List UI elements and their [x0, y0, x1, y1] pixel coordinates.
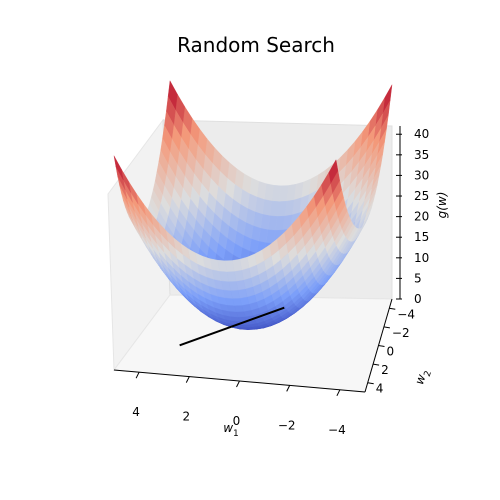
y-axis-label-sub: 2	[423, 370, 434, 379]
z-axis-label: g(w)	[435, 192, 449, 219]
z-tick-label: 15	[414, 230, 429, 244]
x-tick-label: 0	[233, 414, 241, 428]
y-tick-mark	[378, 345, 385, 347]
x-tick-label: 4	[132, 405, 140, 419]
y-tick-label: 0	[387, 345, 395, 359]
y-tick-mark	[383, 326, 390, 329]
search-path-line	[179, 306, 285, 347]
y-tick-label: 4	[376, 382, 384, 396]
x-axis-label: w1	[223, 421, 239, 439]
x-tick-label: −4	[328, 423, 346, 437]
y-tick-mark	[367, 382, 374, 385]
y-tick-label: −4	[397, 307, 415, 321]
z-tick-label: 10	[414, 251, 429, 265]
z-tick-label: 5	[414, 271, 422, 285]
x-tick-label: 2	[182, 410, 190, 424]
x-tick-mark	[236, 380, 240, 388]
chart-title: Random Search	[177, 33, 335, 57]
z-tick-label: 40	[414, 127, 429, 141]
x-tick-mark	[286, 385, 291, 392]
y-tick-mark	[389, 307, 396, 310]
y-tick-group: −4 −2 0 2 4	[367, 307, 415, 396]
surface-plot	[113, 80, 393, 330]
y-tick-mark	[373, 363, 380, 366]
y-axis-label: w2	[412, 367, 434, 387]
z-tick-label: 25	[414, 189, 429, 203]
surface-patch	[113, 155, 124, 181]
y-tick-label: −2	[392, 326, 410, 340]
x-tick-mark	[185, 376, 190, 383]
x-axis-label-sub: 1	[233, 429, 239, 439]
x-tick-group: 4 2 0 −2 −4	[132, 371, 346, 437]
y-tick-label: 2	[381, 363, 389, 377]
x-tick-mark	[336, 389, 341, 397]
z-tick-label: 20	[414, 210, 429, 224]
z-tick-label: 0	[414, 292, 422, 306]
z-tick-group: 0 5 10 15 20 25 30 35 40	[396, 127, 429, 306]
z-tick-label: 30	[414, 168, 429, 182]
x-tick-label: −2	[278, 418, 296, 432]
search-path-layer	[179, 306, 285, 347]
z-tick-label: 35	[414, 148, 429, 162]
x-tick-mark	[135, 371, 140, 379]
